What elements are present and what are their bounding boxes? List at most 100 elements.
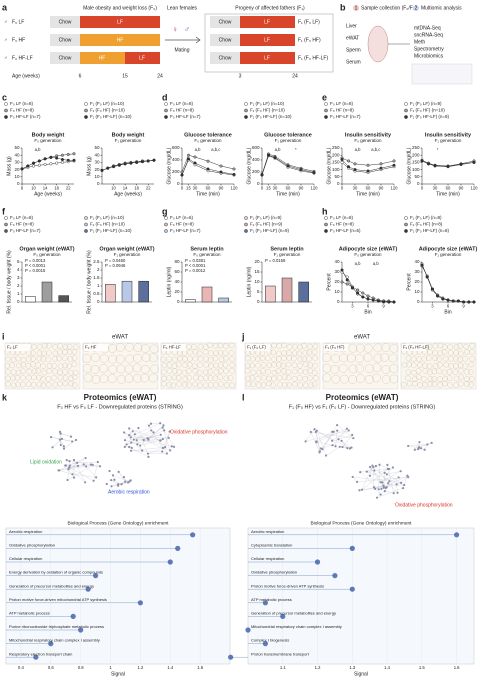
cell-outline: [140, 344, 150, 353]
y-tick-label: 10: [414, 289, 420, 294]
diet-bar: [80, 34, 160, 46]
network-node: [59, 432, 62, 435]
cell-outline: [223, 368, 229, 374]
y-tick-label: 250: [412, 145, 420, 150]
network-node: [110, 485, 113, 488]
diet: LF: [139, 55, 145, 61]
network-edge: [133, 430, 152, 440]
chart-subtitle: F₀ generation: [34, 138, 62, 143]
y-tick-label: 30: [334, 269, 340, 274]
x-tick-label: 0: [341, 186, 344, 191]
network-node: [60, 437, 64, 441]
cell-outline: [322, 363, 332, 373]
network-node: [372, 466, 375, 469]
network-node: [346, 447, 349, 450]
legend-marker: [164, 115, 168, 119]
data-point: [366, 297, 370, 301]
data-point: [55, 156, 59, 160]
annotation: P < 0.0001: [185, 263, 206, 268]
x-tick-label: 1.4: [167, 665, 173, 670]
network-edge: [111, 482, 129, 487]
cell-outline: [302, 349, 309, 356]
network-node: [129, 436, 132, 439]
cell-outline: [90, 365, 100, 374]
cell-outline: [222, 355, 229, 362]
cell-outline: [441, 349, 448, 355]
cell-outline: [229, 368, 236, 374]
cell-outline: [15, 381, 21, 388]
data-point: [340, 158, 344, 162]
cell-outline: [447, 350, 454, 356]
cell-outline: [71, 382, 78, 388]
bar: [265, 285, 276, 303]
network-edge: [63, 439, 77, 449]
network-node: [380, 487, 383, 491]
legend-label: F₁ (F₀ HF) (n=10): [90, 108, 125, 113]
x-tick-label: 60: [446, 186, 451, 191]
y-tick-label: 0: [17, 299, 20, 304]
cell-outline: [83, 373, 93, 383]
bar: [281, 277, 293, 303]
cell-outline: [469, 356, 476, 362]
data-point: [267, 153, 271, 157]
cell-outline: [40, 376, 46, 382]
network-node: [147, 455, 150, 458]
cell-outline: [207, 356, 214, 363]
network-node: [161, 437, 164, 441]
x-tick-label: 3: [431, 304, 434, 309]
data-point: [100, 168, 104, 172]
cell-outline: [389, 364, 399, 373]
network-node: [68, 466, 71, 469]
cell-outline: [176, 381, 182, 387]
cell-outline: [207, 342, 213, 349]
panel-label: g: [162, 206, 168, 216]
age-label: Age (weeks): [12, 73, 40, 79]
legend-marker: [324, 102, 328, 106]
network-edge: [112, 475, 130, 482]
cell-outline: [35, 362, 41, 368]
network-node: [168, 430, 171, 433]
network-node: [392, 492, 395, 495]
network-node: [406, 474, 409, 477]
cell-outline: [108, 365, 118, 374]
cell-outline: [302, 382, 309, 389]
x-tick-label: 0.4: [18, 665, 24, 670]
network-node: [388, 480, 391, 483]
cell-outline: [10, 356, 17, 363]
data-point: [446, 164, 450, 168]
cell-outline: [16, 362, 22, 369]
cell-outline: [307, 382, 314, 388]
legend-label: F₁ (F₀ LF) (n=8): [410, 215, 442, 220]
cell-outline: [311, 349, 318, 355]
data-point: [219, 170, 223, 174]
data-point: [379, 162, 383, 166]
cell-outline: [372, 363, 382, 372]
y-tick-label: 30: [14, 160, 20, 165]
cell-outline: [82, 354, 92, 363]
network-node: [58, 469, 61, 472]
cell-outline: [411, 369, 417, 376]
cell-outline: [108, 344, 117, 353]
progeny-label: F₁ (F₀ HF-LF): [298, 55, 328, 61]
network-node: [373, 469, 376, 472]
network-node: [77, 464, 80, 467]
chart-subtitle: F₁ generation: [274, 252, 301, 257]
diet-bar: [210, 16, 240, 28]
data-point: [32, 161, 36, 165]
data-point: [376, 299, 380, 303]
legend-marker: [4, 115, 8, 119]
legend-marker: [244, 229, 248, 233]
step: Multiomic analysis: [421, 5, 462, 11]
legend-label: F₀ HF (n=8): [170, 222, 194, 227]
network-edge: [58, 457, 86, 471]
legend-marker: [84, 115, 88, 119]
x-tick-label: 30: [353, 186, 358, 191]
y-axis-label: Leptin (ng/ml): [166, 266, 172, 297]
network-node: [135, 439, 138, 442]
cell-outline: [442, 380, 448, 387]
network-node: [395, 483, 398, 486]
cell-outline: [447, 382, 453, 388]
network-node: [161, 450, 164, 453]
cell-outline: [175, 361, 182, 368]
annotation: P = 0.0012: [185, 268, 206, 273]
